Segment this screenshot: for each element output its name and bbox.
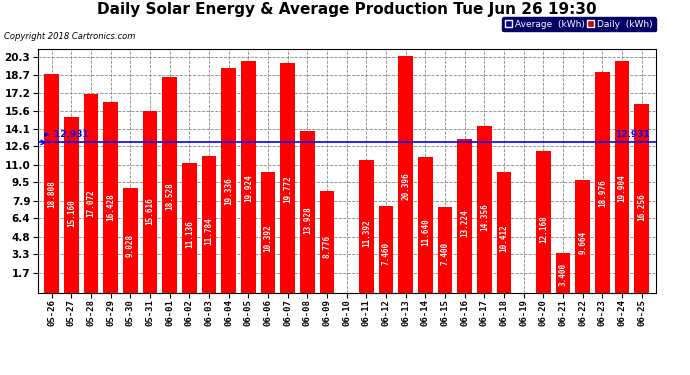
Text: 12.168: 12.168: [539, 215, 548, 243]
Bar: [437, 207, 453, 292]
Bar: [182, 163, 197, 292]
Legend: Average  (kWh), Daily  (kWh): Average (kWh), Daily (kWh): [502, 17, 656, 32]
Text: Copyright 2018 Cartronics.com: Copyright 2018 Cartronics.com: [4, 32, 135, 41]
Text: 10.392: 10.392: [264, 224, 273, 252]
Bar: [83, 94, 99, 292]
Bar: [104, 102, 118, 292]
Title: Daily Solar Energy & Average Production Tue Jun 26 19:30: Daily Solar Energy & Average Production …: [97, 2, 597, 17]
Bar: [359, 160, 374, 292]
Text: 18.808: 18.808: [47, 180, 56, 208]
Text: 13.224: 13.224: [460, 210, 469, 237]
Text: 7.460: 7.460: [382, 242, 391, 265]
Bar: [64, 117, 79, 292]
Text: 10.412: 10.412: [500, 224, 509, 252]
Text: ► 12.931: ► 12.931: [44, 130, 88, 139]
Bar: [477, 126, 492, 292]
Bar: [123, 188, 138, 292]
Bar: [457, 139, 472, 292]
Text: 11.136: 11.136: [185, 220, 194, 248]
Text: 15.616: 15.616: [146, 197, 155, 225]
Bar: [201, 156, 217, 292]
Text: 18.528: 18.528: [165, 182, 174, 210]
Bar: [241, 61, 256, 292]
Bar: [398, 56, 413, 292]
Text: 16.428: 16.428: [106, 193, 115, 220]
Text: 15.160: 15.160: [67, 200, 76, 227]
Text: 13.928: 13.928: [303, 206, 312, 234]
Bar: [536, 151, 551, 292]
Bar: [319, 190, 335, 292]
Text: 14.356: 14.356: [480, 204, 489, 231]
Bar: [555, 253, 571, 292]
Text: 19.924: 19.924: [244, 174, 253, 202]
Text: 11.784: 11.784: [204, 217, 213, 245]
Text: 16.256: 16.256: [638, 194, 647, 222]
Text: 3.400: 3.400: [559, 263, 568, 286]
Text: 9.664: 9.664: [578, 231, 587, 254]
Bar: [634, 104, 649, 292]
Bar: [379, 206, 393, 292]
Text: 17.072: 17.072: [86, 189, 95, 217]
Bar: [497, 172, 511, 292]
Bar: [615, 62, 629, 292]
Bar: [418, 158, 433, 292]
Text: 20.396: 20.396: [401, 172, 411, 200]
Text: 11.392: 11.392: [362, 219, 371, 247]
Text: 8.776: 8.776: [322, 235, 332, 258]
Bar: [595, 72, 610, 292]
Text: 19.336: 19.336: [224, 178, 233, 206]
Bar: [143, 111, 157, 292]
Bar: [162, 78, 177, 292]
Bar: [221, 68, 236, 292]
Text: 19.904: 19.904: [618, 175, 627, 202]
Text: 18.976: 18.976: [598, 180, 607, 207]
Bar: [575, 180, 590, 292]
Bar: [261, 172, 275, 292]
Text: 19.772: 19.772: [283, 176, 293, 203]
Text: 12.931: 12.931: [615, 130, 649, 139]
Text: 11.640: 11.640: [421, 218, 430, 246]
Text: 7.400: 7.400: [440, 242, 450, 266]
Text: 9.028: 9.028: [126, 234, 135, 257]
Bar: [300, 131, 315, 292]
Bar: [280, 63, 295, 292]
Bar: [44, 74, 59, 292]
